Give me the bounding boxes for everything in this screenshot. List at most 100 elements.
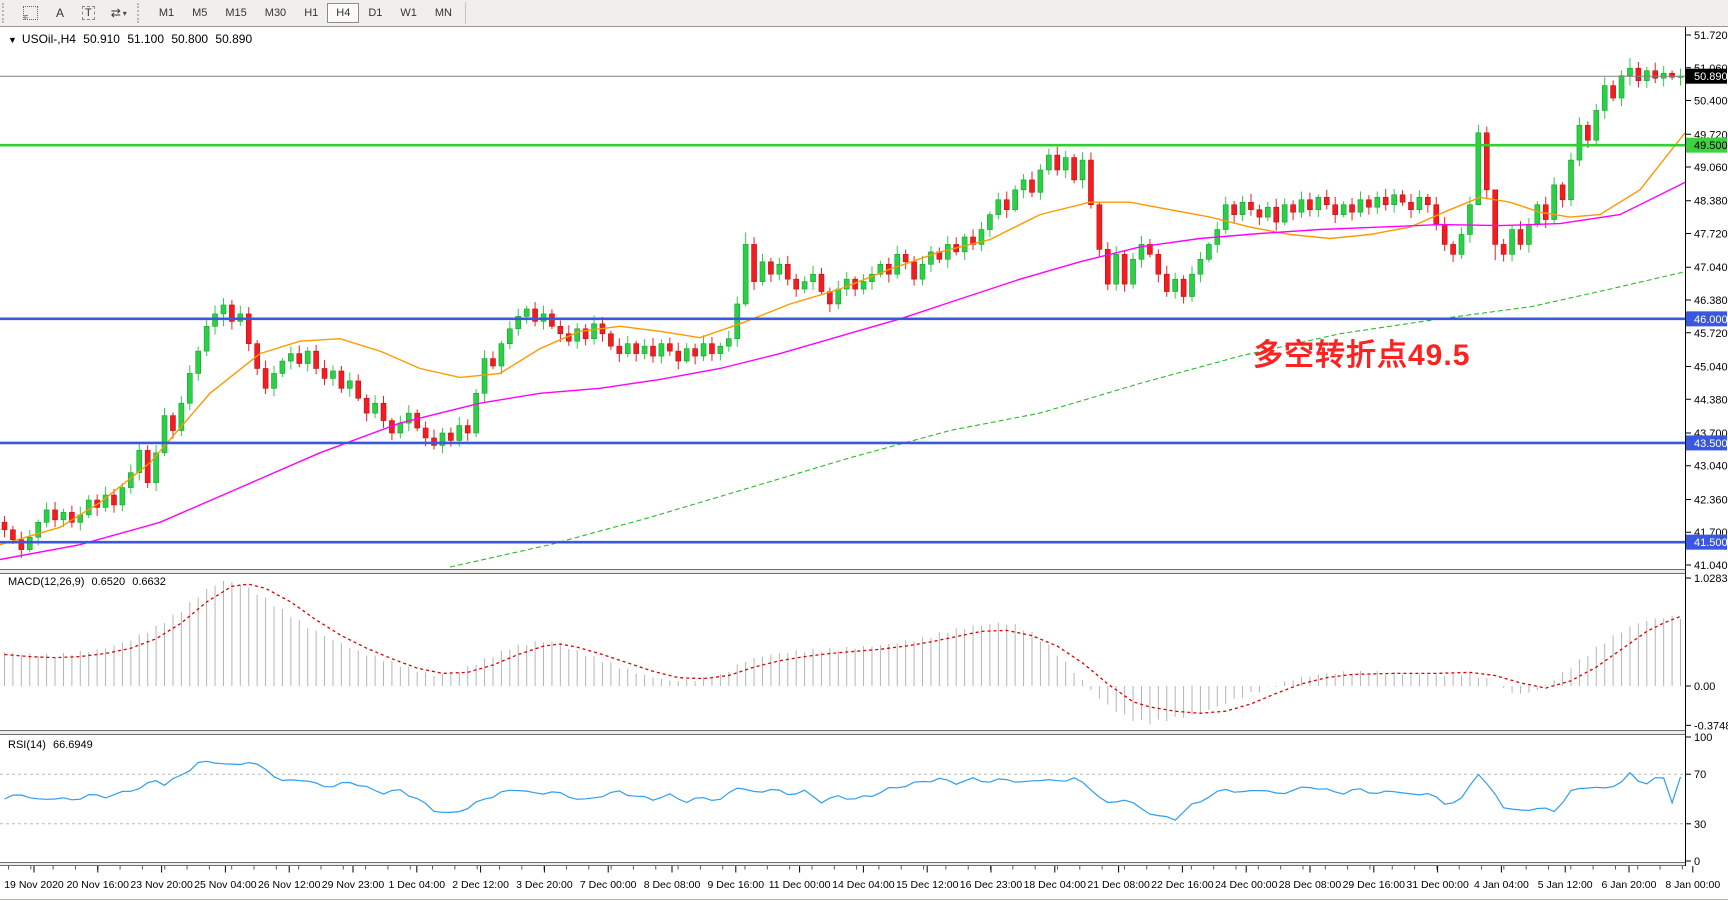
rsi-label: RSI(14) 66.6949 [8,739,97,751]
time-axis[interactable]: 19 Nov 2020 20 Nov 16:00 23 Nov 20:00 25 No… [0,866,1728,901]
timeframe-button-h4[interactable]: H4 [327,3,360,23]
price-badge-49.500: 49.500 [1686,137,1728,153]
dotted-frame-tool-button[interactable]: F [16,3,45,23]
time-tick-label: 29 Nov 23:00 [322,879,385,891]
timeframe-button-w1[interactable]: W1 [391,3,426,23]
time-tick-label: 1 Dec 04:00 [388,879,445,891]
time-tick-label: 8 Jan 00:00 [1665,879,1720,891]
svg-text:43.500: 43.500 [1694,438,1728,450]
macd-tick-label: -0.3748 [1694,720,1728,732]
time-tick-label: 9 Dec 16:00 [707,879,764,891]
time-tick-label: 14 Dec 04:00 [832,879,895,891]
price-badge-43.500: 43.500 [1686,435,1728,451]
svg-text:41.500: 41.500 [1694,537,1728,549]
time-tick-label: 21 Dec 08:00 [1087,879,1150,891]
price-tick-label: 47.720 [1694,229,1728,241]
time-tick-label: 11 Dec 00:00 [769,879,831,891]
time-tick-label: 6 Jan 20:00 [1602,879,1657,891]
timeframe-button-d1[interactable]: D1 [359,3,391,23]
svg-text:49.500: 49.500 [1694,140,1728,152]
time-tick-label: 22 Dec 16:00 [1151,879,1214,891]
chevron-down-icon: ▾ [122,8,127,18]
price-badge-41.500: 41.500 [1686,534,1728,550]
price-axis[interactable]: 51.72051.06050.40049.72049.06048.38047.7… [1685,26,1728,868]
price-tick-label: 49.060 [1694,162,1728,174]
macd-name: MACD(12,26,9) [8,576,85,588]
rsi-tick-label: 30 [1694,819,1706,831]
time-tick-label: 26 Nov 12:00 [258,879,321,891]
chart-annotation-text: 多空转折点49.5 [1253,339,1471,372]
time-tick-label: 2 Dec 12:00 [452,879,509,891]
macd-signal-value: 0.6632 [132,576,166,588]
text-label-icon: A [55,6,64,20]
time-tick-label: 31 Dec 00:00 [1406,879,1469,891]
price-tick-label: 45.720 [1694,328,1728,340]
rsi-panel[interactable] [0,760,1685,825]
price-tick-label: 47.040 [1694,262,1728,274]
time-tick-label: 24 Dec 00:00 [1215,879,1278,891]
time-tick-label: 7 Dec 00:00 [580,879,637,891]
time-tick-label: 3 Dec 20:00 [516,879,573,891]
toolbar-grip[interactable] [2,3,12,23]
price-tick-label: 48.380 [1694,196,1728,208]
macd-signal-line [4,583,1681,714]
rsi-tick-label: 100 [1694,732,1712,744]
time-tick-label: 29 Dec 16:00 [1343,879,1406,891]
price-tick-label: 42.360 [1694,494,1728,506]
price-tick-label: 41.040 [1694,560,1728,572]
rsi-line [4,760,1682,821]
rsi-tick-label: 70 [1694,769,1706,781]
time-tick-label: 25 Nov 04:00 [194,879,257,891]
toolbar-separator [464,2,466,24]
price-badge-46.000: 46.000 [1686,311,1728,327]
arrows-tool-button[interactable]: ⇄ ▾ [104,3,134,23]
text-label-tool-button[interactable]: A [47,3,73,23]
svg-text:46.000: 46.000 [1694,314,1728,326]
time-tick-label: 18 Dec 04:00 [1024,879,1087,891]
time-tick-label: 15 Dec 12:00 [896,879,959,891]
ma-slow-line [449,271,1686,568]
textbox-icon: T [82,6,95,20]
time-tick-label: 16 Dec 23:00 [960,879,1023,891]
macd-tick-label: 0.00 [1694,681,1715,693]
macd-panel[interactable] [4,580,1681,725]
price-tick-label: 50.400 [1694,96,1728,108]
timeframe-button-mn[interactable]: MN [426,3,461,23]
time-tick-label: 23 Nov 20:00 [130,879,193,891]
timeframe-group: M1 M5 M15 M30 H1 H4 D1 W1 MN [150,3,461,23]
price-tick-label: 44.380 [1694,394,1728,406]
toolbar: F A T ⇄ ▾ M1 M5 M15 M30 H1 H4 D1 W1 MN [0,0,1728,27]
quote-low: 50.800 [171,32,209,46]
timeframe-button-m1[interactable]: M1 [150,3,183,23]
time-tick-label: 19 Nov 2020 [4,879,64,891]
symbol-dropdown-icon[interactable]: ▼ [8,35,17,45]
price-badge-50.890: 50.890 [1686,68,1728,84]
timeframe-button-h1[interactable]: H1 [295,3,327,23]
quote-high: 51.100 [127,32,165,46]
time-tick-label: 5 Jan 12:00 [1538,879,1593,891]
time-tick-label: 28 Dec 08:00 [1279,879,1342,891]
price-tick-label: 45.040 [1694,361,1728,373]
rsi-name: RSI(14) [8,739,46,751]
symbol-name: USOil-,H4 [21,32,76,46]
toolbar-grip-2[interactable] [136,3,147,23]
price-tick-label: 51.720 [1694,30,1728,42]
ma-fast-line [0,132,1686,546]
swap-arrows-icon: ⇄ [110,6,121,20]
time-tick-label: 20 Nov 16:00 [67,879,130,891]
symbol-header: ▼ USOil-,H4 50.910 51.100 50.800 50.890 [8,32,256,46]
macd-tick-label: 1.0283 [1694,573,1728,585]
macd-main-value: 0.6520 [91,576,126,588]
price-tick-label: 43.040 [1694,461,1728,473]
textbox-tool-button[interactable]: T [75,3,102,23]
svg-text:50.890: 50.890 [1694,71,1728,83]
main-price-panel[interactable] [0,57,1686,568]
timeframe-button-m30[interactable]: M30 [256,3,295,23]
timeframe-button-m15[interactable]: M15 [216,3,255,23]
dotted-frame-icon: F [23,6,38,22]
quote-open: 50.910 [83,32,120,46]
quote-close: 50.890 [215,32,253,46]
timeframe-button-m5[interactable]: M5 [183,3,216,23]
price-tick-label: 46.380 [1694,295,1728,307]
